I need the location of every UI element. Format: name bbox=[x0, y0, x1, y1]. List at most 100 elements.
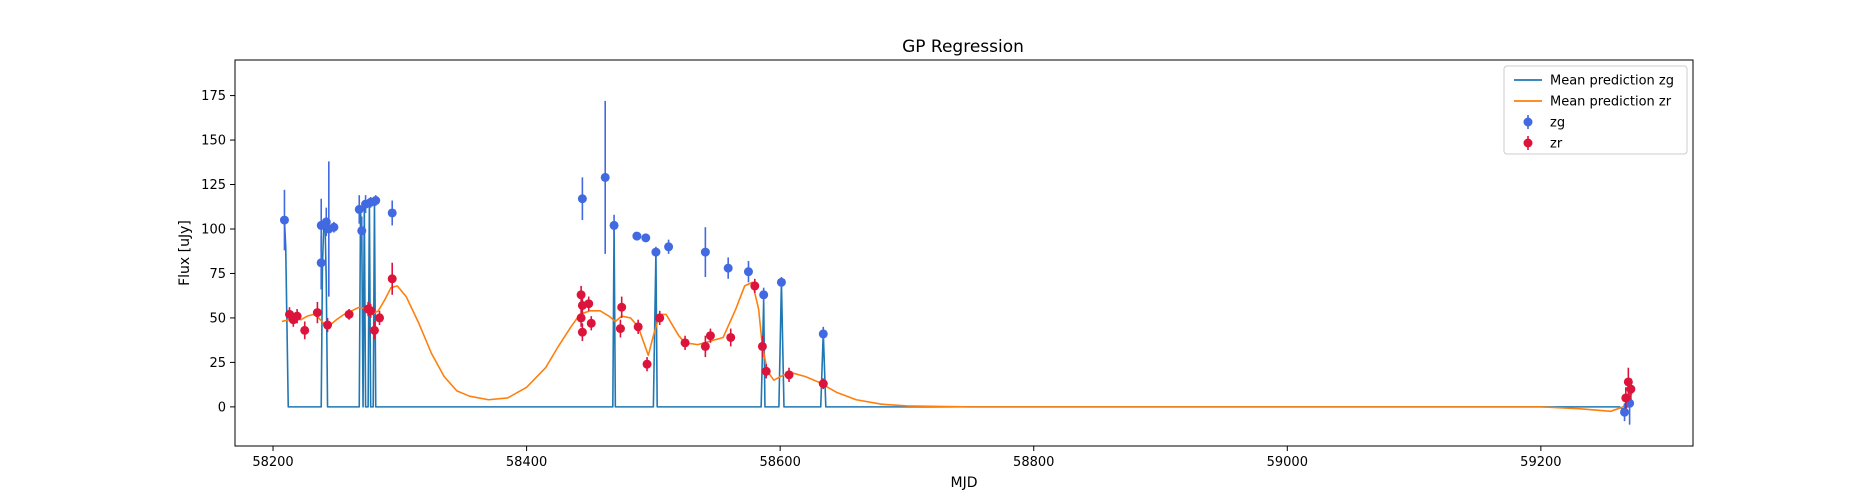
point-marker bbox=[757, 341, 767, 351]
point-marker bbox=[632, 231, 642, 241]
point-marker bbox=[818, 329, 828, 339]
point-marker bbox=[615, 324, 625, 334]
point-marker bbox=[312, 308, 322, 318]
chart-title: GP Regression bbox=[902, 37, 1024, 57]
point-marker bbox=[776, 277, 786, 287]
series-layer bbox=[279, 100, 1636, 425]
data-point bbox=[776, 277, 786, 288]
point-marker bbox=[577, 327, 587, 337]
x-tick-label: 58400 bbox=[506, 455, 547, 470]
data-point bbox=[705, 328, 715, 343]
point-marker bbox=[344, 309, 354, 319]
y-tick-label: 25 bbox=[209, 356, 226, 371]
point-marker bbox=[300, 325, 310, 335]
point-marker bbox=[818, 379, 828, 389]
point-marker bbox=[700, 247, 710, 257]
x-tick-label: 59200 bbox=[1520, 455, 1561, 470]
data-point bbox=[576, 285, 586, 304]
data-point bbox=[641, 233, 651, 243]
point-marker bbox=[279, 215, 289, 225]
point-marker bbox=[316, 258, 326, 268]
point-marker bbox=[750, 281, 760, 291]
legend-label: Mean prediction zg bbox=[1550, 74, 1674, 89]
data-point bbox=[1620, 403, 1630, 422]
x-tick-label: 58800 bbox=[1013, 455, 1054, 470]
point-marker bbox=[366, 306, 376, 316]
point-marker bbox=[761, 366, 771, 376]
data-point bbox=[357, 216, 367, 245]
data-point bbox=[700, 227, 710, 278]
data-point bbox=[723, 257, 733, 279]
point-marker bbox=[584, 299, 594, 309]
legend-label: Mean prediction zr bbox=[1550, 95, 1672, 110]
point-marker bbox=[1626, 384, 1636, 394]
legend-label: zg bbox=[1550, 116, 1565, 131]
y-axis-label: Flux [uJy] bbox=[177, 220, 193, 286]
series-line-1 bbox=[281, 281, 1633, 413]
point-marker bbox=[371, 196, 381, 206]
x-tick-label: 58600 bbox=[759, 455, 800, 470]
data-point bbox=[750, 278, 760, 294]
y-tick-label: 175 bbox=[201, 89, 226, 104]
x-tick-label: 58200 bbox=[252, 455, 293, 470]
data-point bbox=[366, 303, 376, 318]
point-marker bbox=[609, 220, 619, 230]
data-point bbox=[642, 357, 652, 372]
data-point bbox=[344, 309, 354, 320]
point-marker bbox=[576, 290, 586, 300]
point-marker bbox=[292, 311, 302, 321]
data-point bbox=[632, 231, 642, 241]
data-point bbox=[586, 316, 596, 331]
data-point bbox=[576, 309, 586, 327]
point-marker bbox=[354, 204, 364, 214]
point-marker bbox=[387, 274, 397, 284]
x-axis: 58200 58400 58600 58800 59000 59200 bbox=[252, 446, 1562, 470]
data-point bbox=[818, 326, 828, 342]
point-marker bbox=[1620, 407, 1630, 417]
data-point bbox=[784, 367, 794, 382]
plot-area bbox=[235, 60, 1693, 446]
data-point bbox=[329, 221, 339, 233]
point-marker bbox=[655, 313, 665, 323]
point-marker bbox=[577, 194, 587, 204]
data-point bbox=[354, 195, 364, 224]
point-marker bbox=[329, 222, 339, 232]
data-point bbox=[387, 200, 397, 226]
y-tick-label: 75 bbox=[209, 267, 226, 282]
y-tick-label: 50 bbox=[209, 311, 226, 326]
point-marker bbox=[759, 290, 769, 300]
data-point bbox=[300, 321, 310, 340]
point-marker bbox=[664, 242, 674, 252]
y-tick-label: 125 bbox=[201, 178, 226, 193]
point-marker bbox=[576, 313, 586, 323]
point-marker bbox=[705, 331, 715, 341]
point-marker bbox=[617, 302, 627, 312]
data-point bbox=[655, 310, 665, 326]
point-marker bbox=[387, 208, 397, 218]
legend: Mean prediction zg Mean prediction zr zg zr bbox=[1503, 65, 1688, 155]
point-marker bbox=[700, 341, 710, 351]
data-point bbox=[584, 296, 594, 311]
data-point bbox=[323, 317, 333, 333]
point-marker bbox=[323, 320, 333, 330]
data-point bbox=[757, 335, 767, 358]
point-marker bbox=[641, 233, 651, 243]
point-marker bbox=[723, 263, 733, 273]
data-point bbox=[577, 177, 587, 221]
data-point bbox=[617, 296, 627, 318]
point-marker bbox=[784, 370, 794, 380]
data-point bbox=[1626, 378, 1636, 400]
y-tick-label: 0 bbox=[218, 400, 226, 415]
point-marker bbox=[680, 338, 690, 348]
data-point bbox=[761, 364, 771, 379]
data-point bbox=[375, 310, 385, 326]
point-marker bbox=[600, 172, 610, 182]
y-tick-label: 150 bbox=[201, 134, 226, 149]
y-tick-label: 100 bbox=[201, 222, 226, 237]
data-point bbox=[600, 100, 610, 254]
data-point bbox=[700, 335, 710, 358]
point-marker bbox=[726, 332, 736, 342]
data-point bbox=[577, 323, 587, 342]
data-point bbox=[743, 261, 753, 283]
data-point bbox=[371, 195, 381, 206]
